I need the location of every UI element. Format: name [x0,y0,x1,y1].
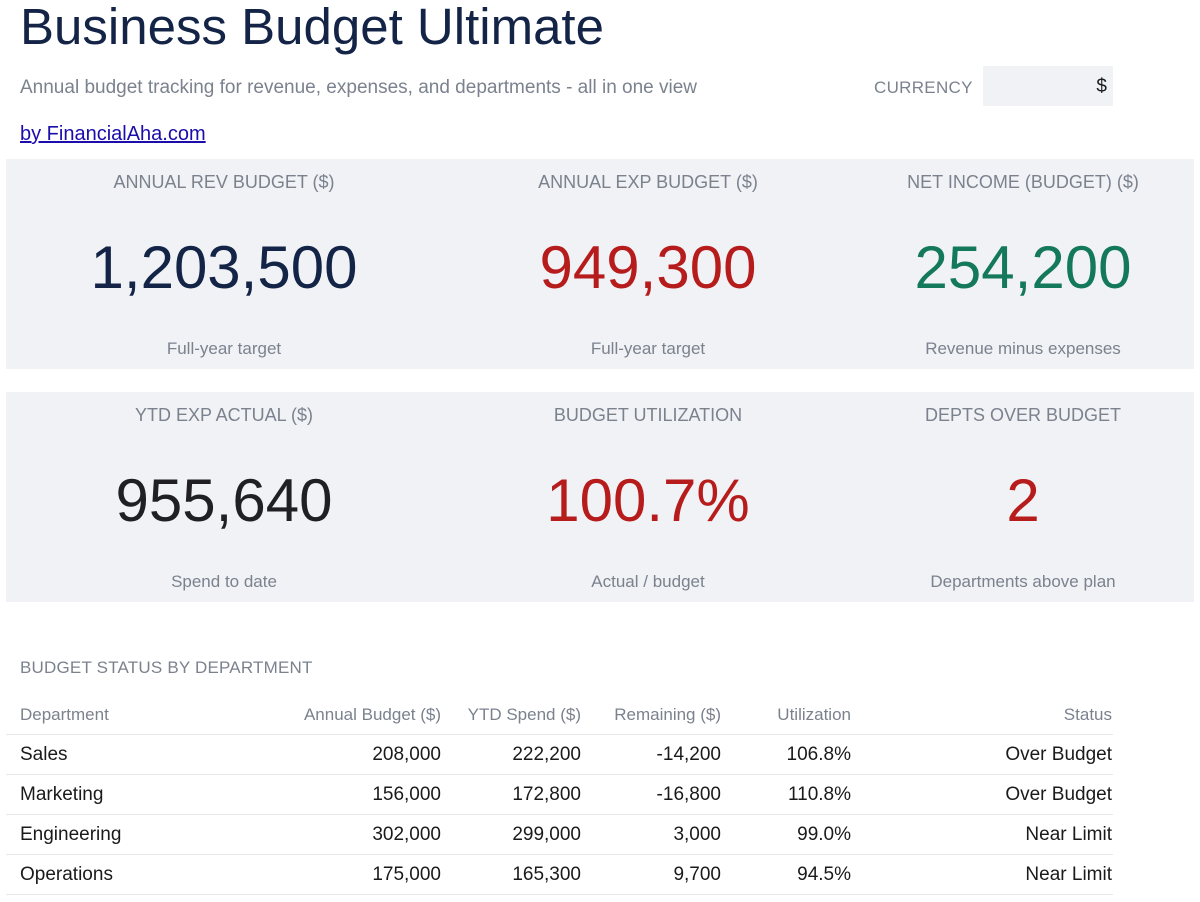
kpi-note: Full-year target [590,339,706,358]
cell-ytd-spend: 222,200 [512,744,581,765]
table-row: Marketing 156,000 172,800 -16,800 110.8%… [6,775,1113,815]
kpi-label: BUDGET UTILIZATION [553,405,743,425]
cell-utilization: 99.0% [797,824,851,845]
currency-label: CURRENCY [874,78,973,97]
cell-ytd-spend: 172,800 [512,784,581,805]
kpi-card-net-income-budget: NET INCOME (BUDGET) ($) 254,200 Revenue … [828,159,1200,369]
kpi-note: Spend to date [171,572,277,591]
department-table: Department Annual Budget ($) YTD Spend (… [6,694,1113,895]
cell-remaining: 3,000 [673,824,721,845]
kpi-band-budget: ANNUAL REV BUDGET ($) 1,203,500 Full-yea… [6,159,1194,369]
page-subtitle: Annual budget tracking for revenue, expe… [20,77,698,98]
kpi-value: 2 [1006,467,1040,534]
cell-utilization: 106.8% [786,744,851,765]
kpi-value: 254,200 [914,234,1132,301]
cell-status: Near Limit [1025,864,1112,885]
cell-utilization: 94.5% [797,864,851,885]
cell-remaining: -16,800 [656,784,721,805]
kpi-value: 100.7% [546,467,750,534]
kpi-card-ytd-expense-actual: YTD EXP ACTUAL ($) 955,640 Spend to date [29,392,419,602]
column-header-remaining: Remaining ($) [614,705,721,724]
page-title: Business Budget Ultimate [20,0,604,55]
column-header-utilization: Utilization [777,705,851,724]
kpi-label: YTD EXP ACTUAL ($) [134,405,314,425]
kpi-note: Revenue minus expenses [925,339,1121,358]
kpi-band-actuals: YTD EXP ACTUAL ($) 955,640 Spend to date… [6,392,1194,602]
kpi-card-annual-expense-budget: ANNUAL EXP BUDGET ($) 949,300 Full-year … [453,159,843,369]
cell-annual-budget: 208,000 [372,744,441,765]
kpi-note: Actual / budget [591,572,705,591]
cell-department: Sales [20,744,68,765]
cell-remaining: -14,200 [656,744,721,765]
kpi-label: ANNUAL EXP BUDGET ($) [538,172,758,192]
table-row: Engineering 302,000 299,000 3,000 99.0% … [6,815,1113,855]
section-title-department-status: BUDGET STATUS BY DEPARTMENT [20,658,313,677]
kpi-card-depts-over-budget: DEPTS OVER BUDGET 2 Departments above pl… [828,392,1200,602]
cell-department: Operations [20,864,113,885]
cell-annual-budget: 156,000 [372,784,441,805]
table-row: Sales 208,000 222,200 -14,200 106.8% Ove… [6,735,1113,775]
kpi-card-annual-revenue-budget: ANNUAL REV BUDGET ($) 1,203,500 Full-yea… [29,159,419,369]
cell-department: Engineering [20,824,122,845]
cell-utilization: 110.8% [787,784,851,805]
kpi-note: Full-year target [166,339,282,358]
table-row: Operations 175,000 165,300 9,700 94.5% N… [6,855,1113,895]
cell-status: Over Budget [1005,744,1112,765]
kpi-label: ANNUAL REV BUDGET ($) [113,172,335,192]
kpi-value: 955,640 [115,467,333,534]
kpi-note: Departments above plan [930,572,1116,591]
cell-ytd-spend: 165,300 [512,864,581,885]
cell-status: Over Budget [1005,784,1112,805]
cell-ytd-spend: 299,000 [512,824,581,845]
table-header-row: Department Annual Budget ($) YTD Spend (… [6,694,1113,735]
column-header-status: Status [1063,705,1112,724]
column-header-ytd-spend: YTD Spend ($) [467,705,581,724]
currency-input[interactable]: $ [983,66,1113,106]
publisher-link[interactable]: by FinancialAha.com [20,123,206,145]
kpi-card-budget-utilization: BUDGET UTILIZATION 100.7% Actual / budge… [453,392,843,602]
cell-status: Near Limit [1025,824,1112,845]
currency-value: $ [1096,76,1107,97]
column-header-annual-budget: Annual Budget ($) [303,705,441,724]
cell-annual-budget: 302,000 [372,824,441,845]
kpi-label: DEPTS OVER BUDGET [924,405,1122,425]
kpi-label: NET INCOME (BUDGET) ($) [907,172,1139,192]
cell-department: Marketing [20,784,104,805]
kpi-value: 949,300 [539,234,757,301]
column-header-department: Department [20,705,109,724]
cell-annual-budget: 175,000 [372,864,441,885]
kpi-value: 1,203,500 [90,234,358,301]
cell-remaining: 9,700 [673,864,721,885]
